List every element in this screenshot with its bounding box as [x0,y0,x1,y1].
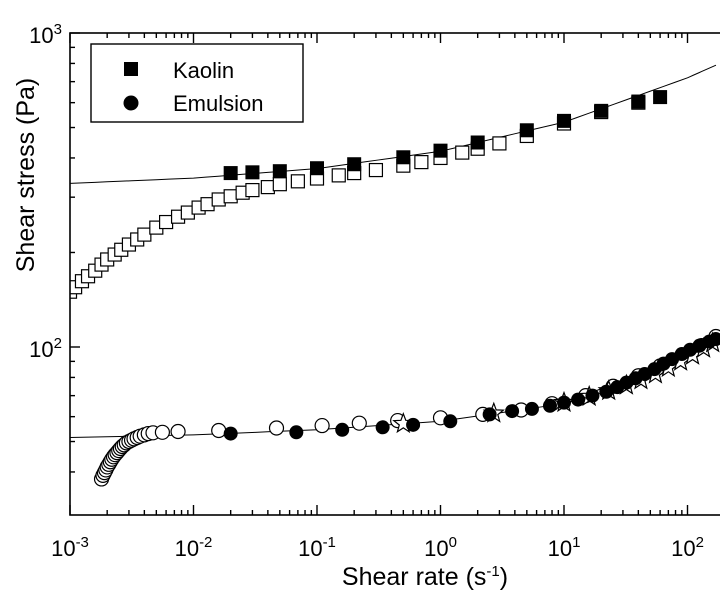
emulsion-marker [599,384,614,399]
open-square-marker [290,174,305,189]
emulsion-marker [335,422,350,437]
y-axis-label: Shear stress (Pa) [12,78,40,273]
x-tick-label: 101 [548,534,581,561]
open-square-marker [455,145,470,160]
data-markers [70,90,720,487]
kaolin-marker [631,94,646,109]
kaolin-marker [470,135,485,150]
legend-emulsion-marker [123,95,139,111]
x-axis-label: Shear rate (s-1) [342,563,508,590]
y-tick-label: 103 [29,21,62,48]
kaolin-marker [347,157,362,172]
open-square-marker [211,192,226,207]
x-axis-label-exponent: -1 [486,563,499,580]
x-tick-label: 100 [424,534,457,561]
x-tick-label: 10-3 [51,534,89,561]
open-square-marker [137,227,152,242]
legend-kaolin-label: Kaolin [173,58,234,83]
open-square-marker [331,168,346,183]
kaolin-marker [557,113,571,128]
emulsion-marker [443,414,458,429]
open-circle-marker [170,423,186,440]
emulsion-marker [482,407,497,422]
x-axis-label-base: Shear rate (s [342,563,487,590]
open-circle-marker [351,415,367,431]
axis-ticks: 10-3 10-2 10-1 100 101 102 102 103 [29,21,704,561]
x-tick-label: 10-2 [175,534,213,561]
open-circle-marker [154,424,171,440]
open-square-marker [245,182,260,198]
x-tick-label: 10-1 [298,534,336,561]
open-circle-marker [314,417,330,434]
kaolin-marker [396,150,411,165]
emulsion-marker [375,420,390,435]
legend-emulsion-label: Emulsion [173,91,263,116]
y-tick-label: 102 [29,335,62,362]
kaolin-marker [272,164,287,179]
open-square-marker [272,177,287,192]
emulsion-marker [585,388,600,403]
emulsion-marker [406,417,421,432]
legend-box [90,43,304,123]
emulsion-marker [289,425,304,440]
open-square-marker [260,180,275,195]
y-axis-title: Shear stress (Pa) [12,78,40,273]
x-axis-label-tail: ) [500,563,508,590]
legend-kaolin-marker [124,62,138,76]
open-circle-marker [268,420,285,436]
kaolin-marker [245,165,260,180]
emulsion-marker [542,398,557,413]
emulsion-marker [223,426,238,441]
open-square-marker [368,162,384,178]
kaolin-marker [223,166,238,181]
kaolin-marker [433,143,448,158]
emulsion-marker [524,401,539,416]
kaolin-marker [519,123,534,138]
kaolin-marker [310,161,324,176]
open-square-marker [159,214,174,230]
kaolin-marker [594,103,609,118]
legend: Kaolin Emulsion [90,43,304,123]
open-circle-marker [211,422,227,439]
plot-frame [69,32,720,516]
emulsion-marker [708,332,720,347]
emulsion-marker [571,392,586,407]
x-tick-label: 102 [671,534,704,561]
emulsion-marker [557,395,571,410]
open-square-marker [414,155,429,170]
open-square-marker [492,136,507,151]
open-square-marker [223,189,238,204]
emulsion-marker [505,404,520,419]
kaolin-marker [653,90,668,105]
